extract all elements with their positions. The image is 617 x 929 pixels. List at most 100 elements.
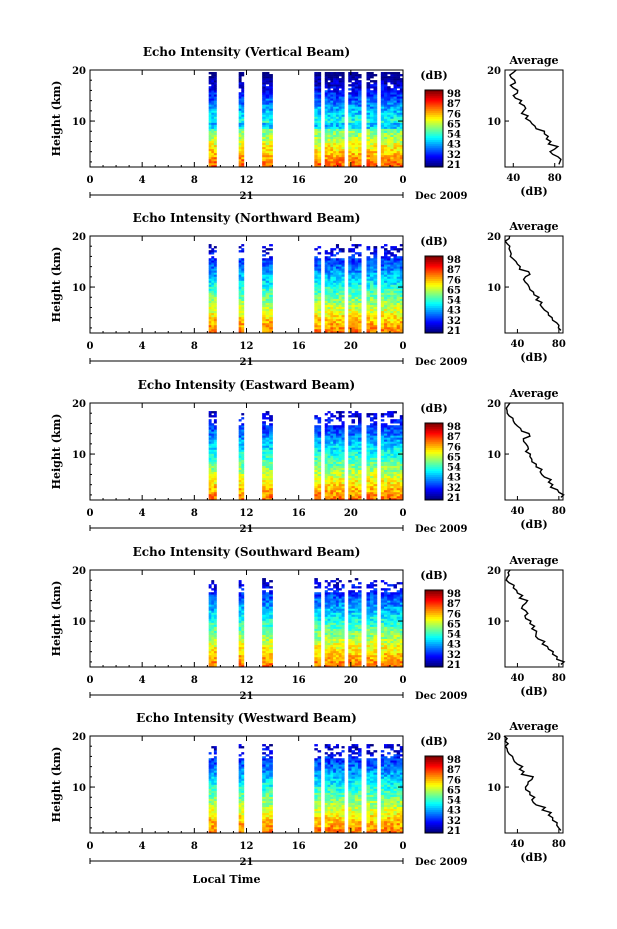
heatmap-cell <box>338 662 342 666</box>
heatmap-cell <box>213 164 217 168</box>
heatmap-cell <box>399 256 404 259</box>
heatmap-cell <box>369 158 374 162</box>
heatmap-cell <box>324 116 328 119</box>
heatmap-cell <box>330 152 334 156</box>
heatmap-cell <box>341 616 345 619</box>
heatmap-cell <box>369 445 374 448</box>
heatmap-cell <box>241 604 245 607</box>
heatmap-cell <box>396 80 401 83</box>
heatmap-cell <box>317 652 322 656</box>
heatmap-cell <box>399 274 404 277</box>
colorbar-segment <box>425 331 443 334</box>
heatmap-cell <box>333 284 337 287</box>
heatmap-cell <box>351 455 356 458</box>
heatmap-cell <box>333 590 337 593</box>
heatmap-cell <box>335 96 340 99</box>
heatmap-cell <box>380 473 385 477</box>
heatmap-cell <box>213 411 217 414</box>
heatmap-cell <box>393 491 397 495</box>
heatmap-cell <box>330 292 334 295</box>
heatmap-cell <box>213 596 217 599</box>
heatmap-cell <box>314 630 318 633</box>
heatmap-cell <box>327 475 331 479</box>
heatmap-cell <box>317 624 322 627</box>
heatmap-cell <box>265 636 270 640</box>
heatmap-cell <box>351 260 356 263</box>
heatmap-cell <box>211 252 215 255</box>
heatmap-cell <box>390 122 394 125</box>
heatmap-cell <box>390 477 394 481</box>
heatmap-cell <box>396 144 401 148</box>
heatmap-cell <box>317 606 322 609</box>
heatmap-cell <box>327 664 331 668</box>
heatmap-cell <box>366 246 371 249</box>
heatmap-cell <box>373 477 378 481</box>
heatmap-cell <box>384 483 388 487</box>
heatmap-cell <box>373 481 378 485</box>
heatmap-cell <box>341 469 345 473</box>
heatmap-cell <box>338 638 342 642</box>
heatmap-cell <box>354 495 359 499</box>
heatmap-cell <box>314 292 318 295</box>
heatmap-cell <box>238 608 242 611</box>
heatmap-cell <box>380 469 385 473</box>
heatmap-cell <box>238 110 242 113</box>
heatmap-cell <box>335 439 340 442</box>
heatmap-cell <box>330 164 334 168</box>
profile-y-tick-label: 10 <box>487 283 501 294</box>
heatmap-cell <box>335 134 340 137</box>
heatmap-cell <box>335 136 340 140</box>
y-tick-label: 10 <box>72 117 86 128</box>
heatmap-cell <box>317 294 322 297</box>
heatmap-cell <box>213 266 217 269</box>
heatmap-cell <box>265 264 270 267</box>
heatmap-cell <box>314 455 318 458</box>
heatmap-cell <box>384 288 388 291</box>
heatmap-cell <box>265 78 270 81</box>
heatmap-cell <box>327 632 331 635</box>
heatmap-cell <box>314 114 318 117</box>
heatmap-cell <box>324 86 328 89</box>
heatmap-cell <box>351 312 356 316</box>
heatmap-cell <box>369 274 374 277</box>
heatmap-cell <box>238 600 242 603</box>
heatmap-cell <box>393 144 397 148</box>
heatmap-cell <box>324 630 328 633</box>
colorbar-segment <box>425 309 443 313</box>
heatmap-cell <box>327 421 331 424</box>
colorbar-segment <box>425 101 443 104</box>
heatmap-cell <box>241 481 245 485</box>
heatmap-cell <box>338 648 342 652</box>
heatmap-cell <box>396 148 401 152</box>
beam-panel-0: Echo Intensity (Vertical Beam)2010Height… <box>50 45 564 202</box>
heatmap-cell <box>358 108 362 111</box>
heatmap-cell <box>213 294 217 297</box>
heatmap-cell <box>335 160 340 164</box>
heatmap-cell <box>354 415 359 418</box>
heatmap-cell <box>269 140 273 144</box>
heatmap-cell <box>387 76 391 79</box>
heatmap-cell <box>238 636 242 640</box>
heatmap-cell <box>327 144 331 148</box>
heatmap-cell <box>314 92 318 95</box>
heatmap-cell <box>333 650 337 654</box>
heatmap-cell <box>338 328 342 332</box>
heatmap-cell <box>341 646 345 650</box>
heatmap-cell <box>213 443 217 446</box>
heatmap-cell <box>324 258 328 261</box>
heatmap-cell <box>330 413 334 416</box>
heatmap-cell <box>269 642 273 646</box>
heatmap-cell <box>399 80 404 83</box>
heatmap-cell <box>314 110 318 113</box>
heatmap-cell <box>341 290 345 293</box>
heatmap-cell <box>384 431 388 434</box>
heatmap-cell <box>333 292 337 295</box>
heatmap-cell <box>399 114 404 117</box>
heatmap-cell <box>348 278 352 281</box>
heatmap-cell <box>369 72 374 75</box>
heatmap-cell <box>341 134 345 137</box>
colorbar-segment <box>425 467 443 470</box>
heatmap-cell <box>213 634 217 637</box>
heatmap-cell <box>333 642 337 646</box>
heatmap-cell <box>387 326 391 330</box>
